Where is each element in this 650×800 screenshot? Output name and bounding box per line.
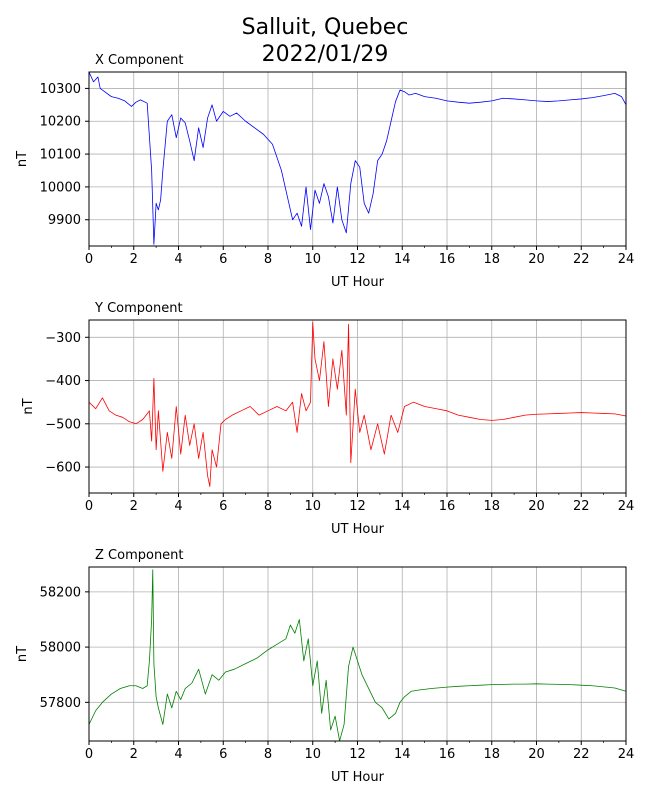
- x-tick-label: 14: [394, 747, 411, 762]
- x-tick-label: 18: [483, 747, 500, 762]
- x-tick-label: 14: [394, 499, 411, 514]
- x-tick-label: 10: [304, 499, 321, 514]
- x-tick-label: 22: [573, 747, 590, 762]
- x-tick-label: 22: [573, 252, 590, 267]
- x-tick-label: 18: [483, 499, 500, 514]
- x-tick-label: 6: [219, 499, 227, 514]
- y-axis-label: nT: [21, 398, 36, 414]
- x-tick-label: 2: [130, 499, 138, 514]
- y-tick-label: 9900: [48, 213, 81, 228]
- panel-title: Z Component: [95, 548, 184, 563]
- x-tick-label: 6: [219, 747, 227, 762]
- series-line: [88, 569, 627, 742]
- y-tick-label: 10200: [40, 115, 81, 130]
- y-tick-label: 10300: [40, 82, 81, 97]
- y-tick-label: −400: [45, 374, 81, 389]
- x-tick-label: 16: [439, 747, 456, 762]
- x-tick-label: 6: [219, 252, 227, 267]
- x-tick-label: 20: [528, 499, 545, 514]
- x-axis-label: UT Hour: [331, 770, 385, 785]
- x-tick-label: 8: [264, 252, 272, 267]
- x-tick-label: 12: [349, 747, 366, 762]
- x-tick-label: 20: [528, 252, 545, 267]
- x-tick-label: 24: [618, 499, 635, 514]
- x-tick-label: 22: [573, 499, 590, 514]
- x-tick-label: 24: [618, 252, 635, 267]
- x-tick-label: 0: [85, 747, 93, 762]
- x-axis-label: UT Hour: [331, 275, 385, 290]
- series-line: [88, 321, 627, 487]
- x-tick-label: 10: [304, 252, 321, 267]
- y-tick-label: −500: [45, 417, 81, 432]
- y-tick-label: 58200: [40, 585, 81, 600]
- x-tick-label: 2: [130, 747, 138, 762]
- x-tick-label: 14: [394, 252, 411, 267]
- x-axis-label: UT Hour: [331, 522, 385, 537]
- x-tick-label: 0: [85, 252, 93, 267]
- x-tick-label: 24: [618, 747, 635, 762]
- x-tick-label: 8: [264, 747, 272, 762]
- x-tick-label: 4: [174, 747, 182, 762]
- x-tick-label: 10: [304, 747, 321, 762]
- panel-title: X Component: [95, 53, 184, 68]
- figure-title-line1: Salluit, Quebec: [242, 15, 409, 40]
- y-axis-label: nT: [15, 646, 30, 662]
- y-axis-label: nT: [15, 151, 30, 167]
- x-tick-label: 16: [439, 499, 456, 514]
- chart-panel-1: 0 2 4 6 8 10 12 14 16 18 20 22 249900100001010010200…: [15, 53, 634, 290]
- y-tick-label: 10000: [40, 180, 81, 195]
- x-tick-label: 20: [528, 747, 545, 762]
- y-tick-label: −600: [45, 461, 81, 476]
- x-tick-label: 12: [349, 499, 366, 514]
- x-tick-label: 0: [85, 499, 93, 514]
- y-tick-label: 10100: [40, 148, 81, 163]
- figure-title-line2: 2022/01/29: [262, 42, 389, 67]
- panel-title: Y Component: [94, 301, 183, 316]
- x-tick-label: 18: [483, 252, 500, 267]
- x-tick-label: 16: [439, 252, 456, 267]
- panels: 0 2 4 6 8 10 12 14 16 18 20 22 249900100001010010200…: [15, 53, 634, 785]
- x-tick-label: 2: [130, 252, 138, 267]
- series-line: [88, 71, 627, 245]
- y-tick-label: 57800: [40, 696, 81, 711]
- y-tick-label: −300: [45, 331, 81, 346]
- x-tick-label: 4: [174, 499, 182, 514]
- x-tick-label: 8: [264, 499, 272, 514]
- x-tick-label: 4: [174, 252, 182, 267]
- y-tick-label: 58000: [40, 641, 81, 656]
- x-tick-label: 12: [349, 252, 366, 267]
